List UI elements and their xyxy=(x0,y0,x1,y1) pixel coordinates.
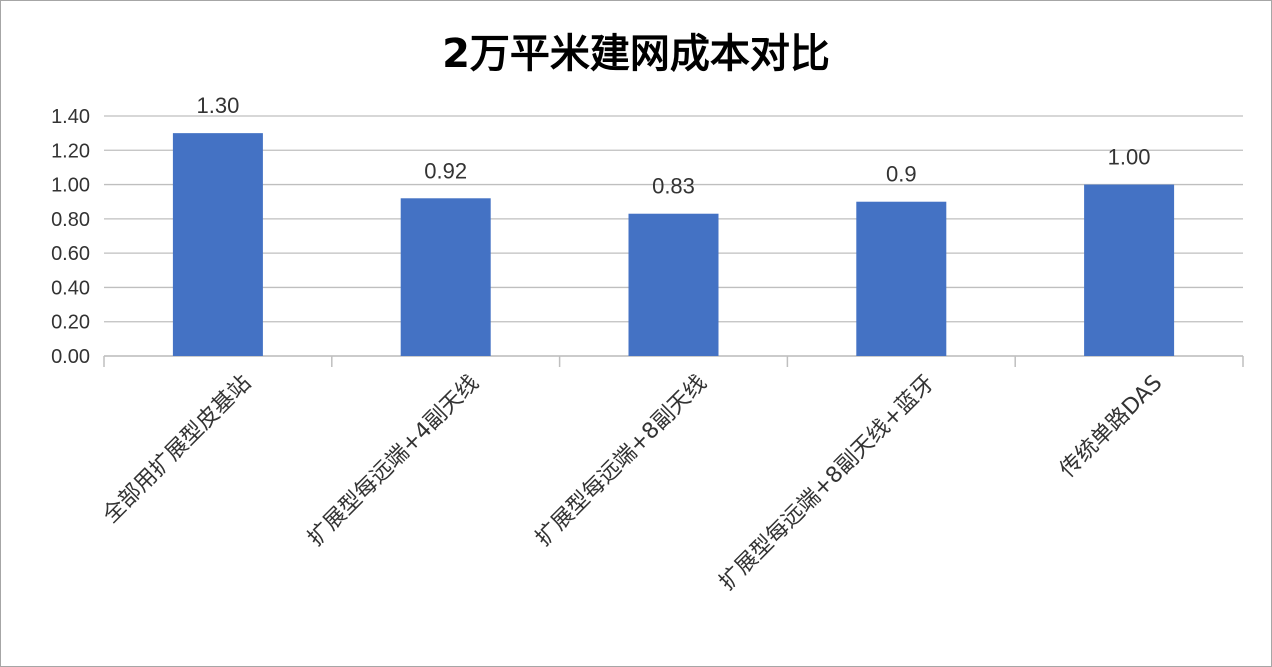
x-tick-label-4: 传统单路DAS xyxy=(1055,371,1167,483)
data-label-2: 0.83 xyxy=(652,174,695,199)
y-tick-label-0: 0.00 xyxy=(51,346,90,368)
bar-3 xyxy=(856,201,947,356)
x-tick-label-2: 扩展型每远端+8副天线 xyxy=(531,371,712,552)
bar-4 xyxy=(1084,184,1175,356)
y-tick-label-2: 0.40 xyxy=(51,277,90,299)
bar-2 xyxy=(628,213,719,356)
data-label-4: 1.00 xyxy=(1108,145,1151,170)
y-tick-label-4: 0.80 xyxy=(51,209,90,231)
y-tick-label-3: 0.60 xyxy=(51,243,90,265)
data-label-1: 0.92 xyxy=(424,158,467,183)
data-label-3: 0.9 xyxy=(886,162,917,187)
data-label-0: 1.30 xyxy=(196,93,239,118)
y-tick-label-6: 1.20 xyxy=(51,140,90,162)
bar-1 xyxy=(400,198,491,356)
y-tick-label-7: 1.40 xyxy=(51,106,90,128)
y-tick-label-1: 0.20 xyxy=(51,312,90,334)
x-tick-label-0: 全部用扩展型皮基站 xyxy=(98,371,256,529)
bar-0 xyxy=(172,133,263,356)
x-tick-label-3: 扩展型每远端+8副天线+蓝牙 xyxy=(715,371,940,596)
y-tick-label-5: 1.00 xyxy=(51,175,90,197)
chart-title: 2万平米建网成本对比 xyxy=(442,31,830,77)
x-tick-label-1: 扩展型每远端+4副天线 xyxy=(303,371,484,552)
